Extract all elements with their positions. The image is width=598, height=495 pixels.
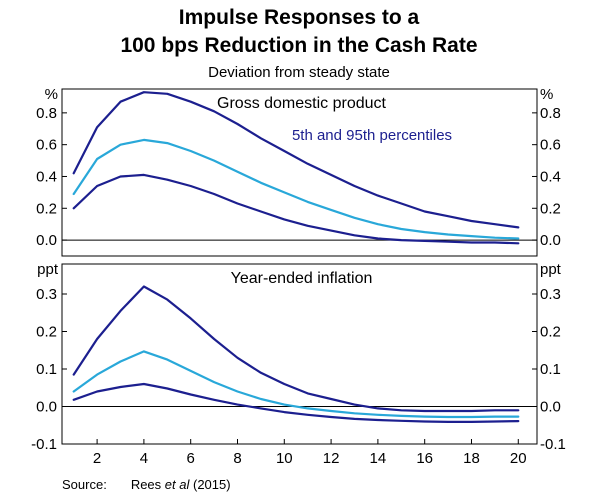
source-author: Rees — [130, 477, 162, 492]
x-tick-label: 4 — [140, 450, 148, 467]
x-tick-label: 18 — [463, 450, 480, 467]
panel-frame-gdp — [61, 88, 538, 257]
y-tick-label-right: 0.6 — [540, 137, 561, 154]
y-tick-label-left: 0.0 — [36, 399, 57, 416]
series-line-median-gdp — [72, 138, 520, 240]
y-tick-label-right: 0.0 — [540, 232, 561, 249]
y-tick-label-left: 0.2 — [36, 200, 57, 217]
y-tick-label-left: 0.2 — [36, 324, 57, 341]
y-tick-label-left: 0.1 — [36, 361, 57, 378]
series-line-lower-inflation — [72, 382, 520, 423]
x-tick-label: 12 — [323, 450, 340, 467]
source-note: Source: Rees et al (2015) — [62, 477, 231, 493]
y-tick-label-left: 0.0 — [36, 232, 57, 249]
chart-title-line-2: 100 bps Reduction in the Cash Rate — [120, 34, 478, 57]
series-line-lower-gdp — [72, 173, 520, 245]
source-label: Source: — [62, 477, 107, 492]
panel-title-gdp: Gross domestic product — [217, 95, 387, 112]
y-tick-label-right: 0.1 — [540, 361, 561, 378]
y-tick-label-right: 0.0 — [540, 399, 561, 416]
x-tick-label: 8 — [233, 450, 241, 467]
y-tick-label-right: 0.2 — [540, 324, 561, 341]
panel-title-inflation: Year-ended inflation — [231, 270, 373, 287]
y-unit-label-left: ppt — [37, 261, 59, 278]
y-tick-label-left: 0.8 — [36, 105, 57, 122]
y-unit-label-right: ppt — [540, 261, 562, 278]
y-tick-label-right: -0.1 — [540, 436, 566, 453]
y-tick-label-left: -0.1 — [31, 436, 57, 453]
y-tick-label-right: 0.3 — [540, 286, 561, 303]
x-tick-label: 20 — [510, 450, 527, 467]
series-line-median-inflation — [72, 350, 520, 419]
x-tick-label: 6 — [187, 450, 195, 467]
x-tick-label: 10 — [276, 450, 293, 467]
x-tick-label: 2 — [93, 450, 101, 467]
y-tick-label-right: 0.4 — [540, 168, 561, 185]
chart-title-line-1: Impulse Responses to a — [178, 6, 420, 29]
source-year: (2015) — [193, 477, 231, 492]
panel-frame-inflation — [61, 263, 538, 445]
y-unit-label-left: % — [45, 86, 58, 103]
x-tick-label: 14 — [370, 450, 387, 467]
y-tick-label-left: 0.6 — [36, 137, 57, 154]
source-etal: et al — [164, 477, 190, 492]
y-unit-label-right: % — [540, 86, 553, 103]
y-tick-label-right: 0.2 — [540, 200, 561, 217]
y-tick-label-right: 0.8 — [540, 105, 561, 122]
y-tick-label-left: 0.4 — [36, 168, 57, 185]
chart-subtitle: Deviation from steady state — [208, 64, 390, 81]
x-tick-label: 16 — [416, 450, 433, 467]
series-line-upper-inflation — [72, 285, 520, 413]
y-tick-label-left: 0.3 — [36, 286, 57, 303]
series-annotation: 5th and 95th percentiles — [292, 127, 452, 144]
series-line-upper-gdp — [72, 91, 520, 229]
